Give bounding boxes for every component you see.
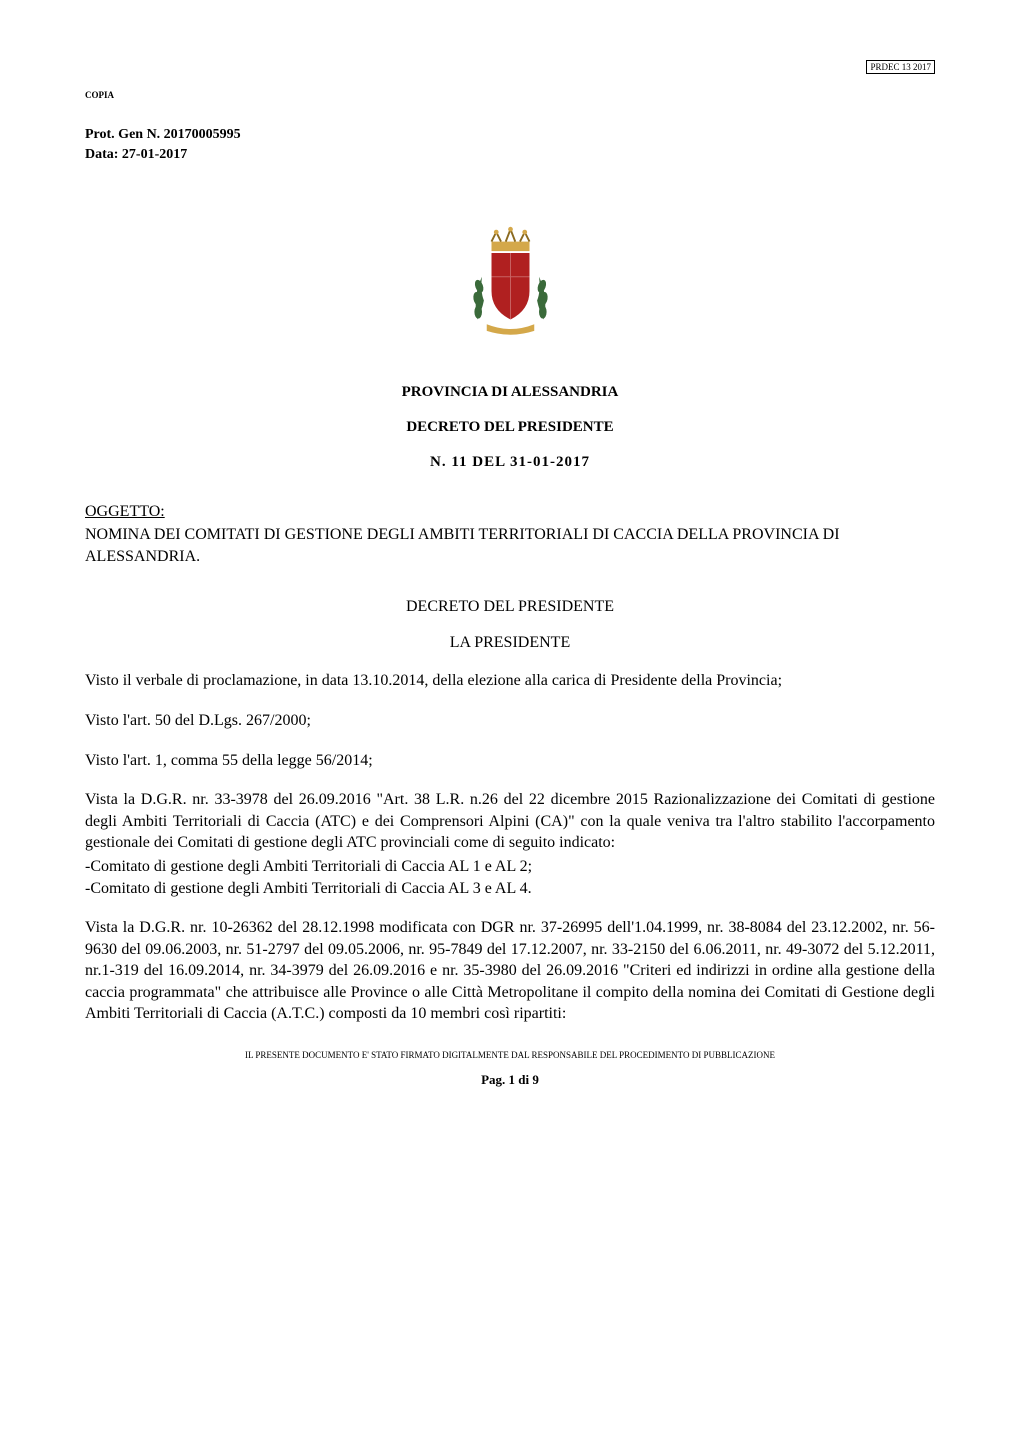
protocol-date: Data: 27-01-2017: [85, 145, 935, 165]
header-document-code: PRDEC 13 2017: [866, 60, 935, 74]
heading-decreto-presidente: DECRETO DEL PRESIDENTE: [85, 598, 935, 616]
title-provincia: PROVINCIA DI ALESSANDRIA: [85, 384, 935, 401]
oggetto-content: NOMINA DEI COMITATI DI GESTIONE DEGLI AM…: [85, 526, 840, 565]
oggetto-block: OGGETTO: NOMINA DEI COMITATI DI GESTIONE…: [85, 501, 935, 568]
protocol-block: Prot. Gen N. 20170005995 Data: 27-01-201…: [85, 125, 935, 164]
heading-la-presidente: LA PRESIDENTE: [85, 634, 935, 652]
crest-icon: [85, 224, 935, 344]
oggetto-label: OGGETTO:: [85, 503, 165, 520]
paragraph-visto-art50: Visto l'art. 50 del D.Lgs. 267/2000;: [85, 710, 935, 732]
paragraph-vista-dgr-10: Vista la D.G.R. nr. 10-26362 del 28.12.1…: [85, 917, 935, 1025]
coat-of-arms-svg: [463, 224, 558, 339]
paragraph-visto-verbale: Visto il verbale di proclamazione, in da…: [85, 670, 935, 692]
decree-number-date: N. 11 DEL 31-01-2017: [85, 454, 935, 471]
protocol-number: Prot. Gen N. 20170005995: [85, 125, 935, 145]
paragraph-visto-art1: Visto l'art. 1, comma 55 della legge 56/…: [85, 750, 935, 772]
list-item-comitato-1-2: -Comitato di gestione degli Ambiti Terri…: [85, 856, 935, 878]
page-number: Pag. 1 di 9: [85, 1072, 935, 1088]
copia-label: COPIA: [85, 90, 935, 100]
footer-signature-note: IL PRESENTE DOCUMENTO E' STATO FIRMATO D…: [85, 1050, 935, 1060]
title-decreto: DECRETO DEL PRESIDENTE: [85, 419, 935, 436]
paragraph-vista-dgr-33: Vista la D.G.R. nr. 33-3978 del 26.09.20…: [85, 789, 935, 854]
list-item-comitato-3-4: -Comitato di gestione degli Ambiti Terri…: [85, 878, 935, 900]
